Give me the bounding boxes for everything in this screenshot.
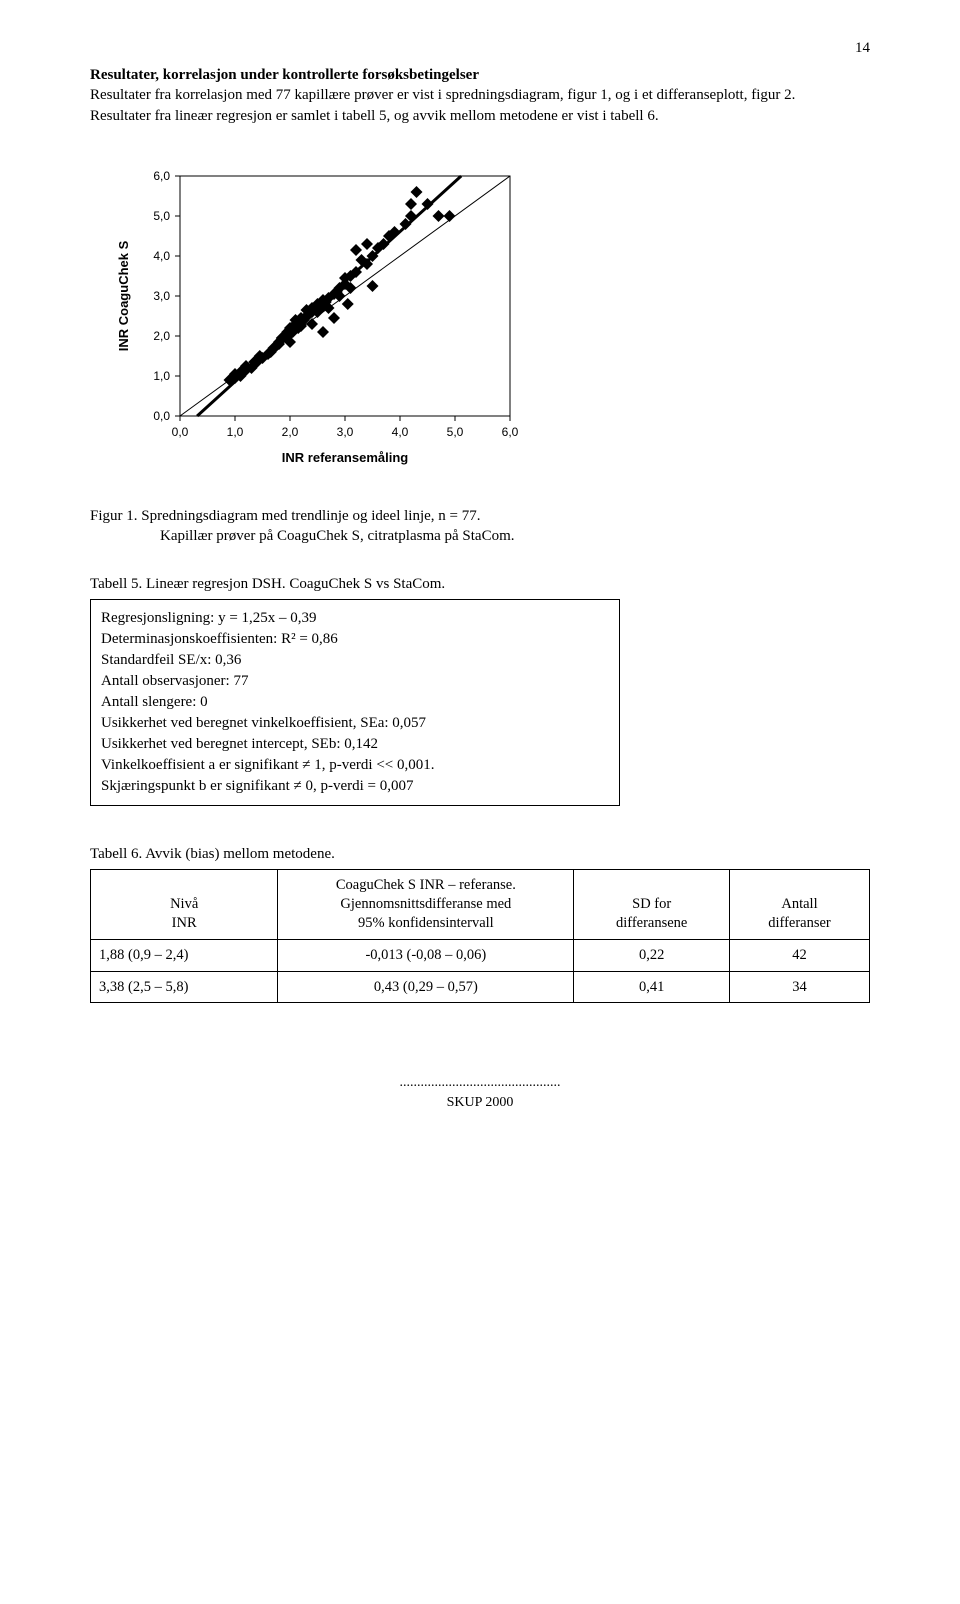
table6-cell: 1,88 (0,9 – 2,4) — [91, 939, 278, 971]
table6-header: SD fordifferansene — [574, 870, 730, 940]
svg-text:INR CoaguChek S: INR CoaguChek S — [116, 240, 131, 351]
table6-cell: 42 — [729, 939, 869, 971]
regression-box: Regresjonsligning: y = 1,25x – 0,39Deter… — [90, 599, 620, 806]
table6-cell: 3,38 (2,5 – 5,8) — [91, 971, 278, 1003]
table6-header: Antalldifferanser — [729, 870, 869, 940]
table6-title: Tabell 6. Avvik (bias) mellom metodene. — [90, 846, 870, 863]
table6-cell: 34 — [729, 971, 869, 1003]
table5-title: Tabell 5. Lineær regresjon DSH. CoaguChe… — [90, 576, 870, 593]
svg-text:3,0: 3,0 — [337, 425, 354, 439]
svg-text:4,0: 4,0 — [153, 249, 170, 263]
footer-dots: ........................................… — [400, 1075, 561, 1090]
svg-text:0,0: 0,0 — [153, 409, 170, 423]
svg-text:5,0: 5,0 — [447, 425, 464, 439]
table-row: 3,38 (2,5 – 5,8)0,43 (0,29 – 0,57)0,4134 — [91, 971, 870, 1003]
table6-cell: 0,43 (0,29 – 0,57) — [278, 971, 574, 1003]
svg-text:3,0: 3,0 — [153, 289, 170, 303]
svg-text:1,0: 1,0 — [227, 425, 244, 439]
table-row: 1,88 (0,9 – 2,4)-0,013 (-0,08 – 0,06)0,2… — [91, 939, 870, 971]
svg-text:4,0: 4,0 — [392, 425, 409, 439]
svg-text:2,0: 2,0 — [282, 425, 299, 439]
page-footer: ........................................… — [90, 1073, 870, 1112]
scatter-chart: 0,0 1,0 2,0 3,0 4,0 5,0 6,0 0,0 1,0 2,0 3,0 4,0 5,0 6… — [110, 156, 870, 476]
table6: NivåINRCoaguChek S INR – referanse.Gjenn… — [90, 869, 870, 1003]
svg-text:5,0: 5,0 — [153, 209, 170, 223]
figure-1-caption: Figur 1. Spredningsdiagram med trendlinj… — [90, 506, 870, 547]
caption-line-2: Kapillær prøver på CoaguChek S, citratpl… — [160, 526, 870, 546]
footer-text: SKUP 2000 — [447, 1095, 514, 1110]
table6-header: NivåINR — [91, 870, 278, 940]
section-heading: Resultater, korrelasjon under kontroller… — [90, 67, 479, 83]
svg-text:2,0: 2,0 — [153, 329, 170, 343]
page-number: 14 — [90, 40, 870, 57]
svg-text:1,0: 1,0 — [153, 369, 170, 383]
svg-text:6,0: 6,0 — [153, 169, 170, 183]
caption-line-1: Figur 1. Spredningsdiagram med trendlinj… — [90, 508, 480, 524]
svg-text:0,0: 0,0 — [172, 425, 189, 439]
intro-paragraph: Resultater, korrelasjon under kontroller… — [90, 65, 870, 126]
table6-cell: -0,013 (-0,08 – 0,06) — [278, 939, 574, 971]
table6-cell: 0,22 — [574, 939, 730, 971]
table6-cell: 0,41 — [574, 971, 730, 1003]
svg-text:INR referansemåling: INR referansemåling — [282, 450, 408, 465]
scatter-chart-svg: 0,0 1,0 2,0 3,0 4,0 5,0 6,0 0,0 1,0 2,0 3,0 4,0 5,0 6… — [110, 156, 530, 476]
intro-text: Resultater fra korrelasjon med 77 kapill… — [90, 87, 795, 123]
svg-text:6,0: 6,0 — [502, 425, 519, 439]
table6-header: CoaguChek S INR – referanse.Gjennomsnitt… — [278, 870, 574, 940]
